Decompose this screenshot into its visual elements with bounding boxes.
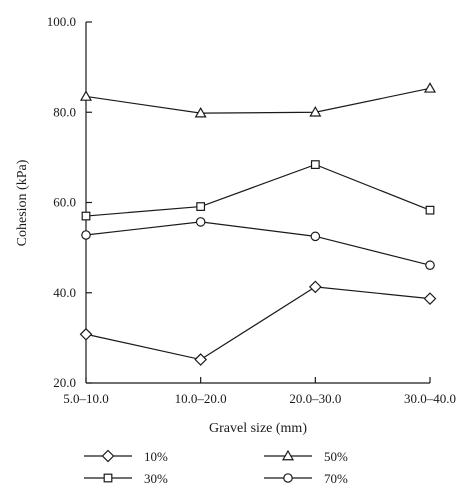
y-tick-label: 80.0	[53, 104, 76, 119]
legend: 10% 30% 50% 70%	[84, 449, 348, 486]
legend-marker	[283, 473, 293, 483]
data-point	[423, 82, 437, 93]
y-axis-title: Cohesion (kPa)	[15, 159, 30, 246]
series-line	[85, 163, 431, 217]
y-tick-label: 40.0	[53, 285, 76, 300]
series-line	[85, 87, 431, 114]
series-30pct	[81, 160, 435, 221]
legend-item: 10%	[84, 449, 168, 464]
x-tick-label: 30.0–40.0	[404, 391, 456, 406]
legend-marker	[101, 449, 115, 463]
series-10pct	[79, 280, 437, 366]
legend-marker	[281, 449, 295, 461]
series-line	[85, 221, 431, 266]
y-tick-label: 60.0	[53, 195, 76, 210]
data-point	[79, 327, 93, 341]
series-70pct	[81, 217, 435, 271]
legend-item: 70%	[264, 471, 348, 486]
legend-item: 50%	[264, 449, 348, 464]
legend-label: 50%	[324, 449, 348, 464]
x-tick-label: 5.0–10.0	[63, 391, 109, 406]
data-point	[425, 205, 435, 215]
data-point	[308, 280, 322, 294]
x-ticks: 5.0–10.0 10.0–20.0 20.0–30.0 30.0–40.0	[63, 377, 456, 406]
data-point	[194, 106, 207, 118]
data-point	[81, 211, 91, 221]
x-tick-label: 10.0–20.0	[175, 391, 227, 406]
legend-label: 70%	[324, 471, 348, 486]
legend-label: 10%	[144, 449, 168, 464]
data-point	[310, 231, 321, 242]
axes	[85, 22, 430, 384]
data-point	[425, 260, 435, 271]
data-point	[423, 292, 437, 305]
data-point	[310, 160, 320, 169]
series-line	[85, 286, 431, 361]
y-tick-label: 20.0	[53, 375, 76, 390]
y-ticks: 20.0 40.0 60.0 80.0 100.0	[47, 14, 92, 390]
legend-item: 30%	[84, 471, 168, 486]
legend-label: 30%	[144, 471, 168, 486]
x-tick-label: 20.0–30.0	[289, 391, 341, 406]
data-point	[194, 353, 208, 366]
series-layer	[79, 82, 437, 366]
series-50pct	[79, 82, 437, 118]
data-point	[196, 202, 206, 211]
legend-marker	[103, 473, 113, 483]
data-point	[195, 217, 206, 227]
data-point	[79, 90, 93, 101]
data-point	[81, 230, 91, 240]
data-point	[309, 106, 322, 117]
x-axis-title: Gravel size (mm)	[209, 421, 307, 436]
y-tick-label: 100.0	[47, 14, 76, 29]
